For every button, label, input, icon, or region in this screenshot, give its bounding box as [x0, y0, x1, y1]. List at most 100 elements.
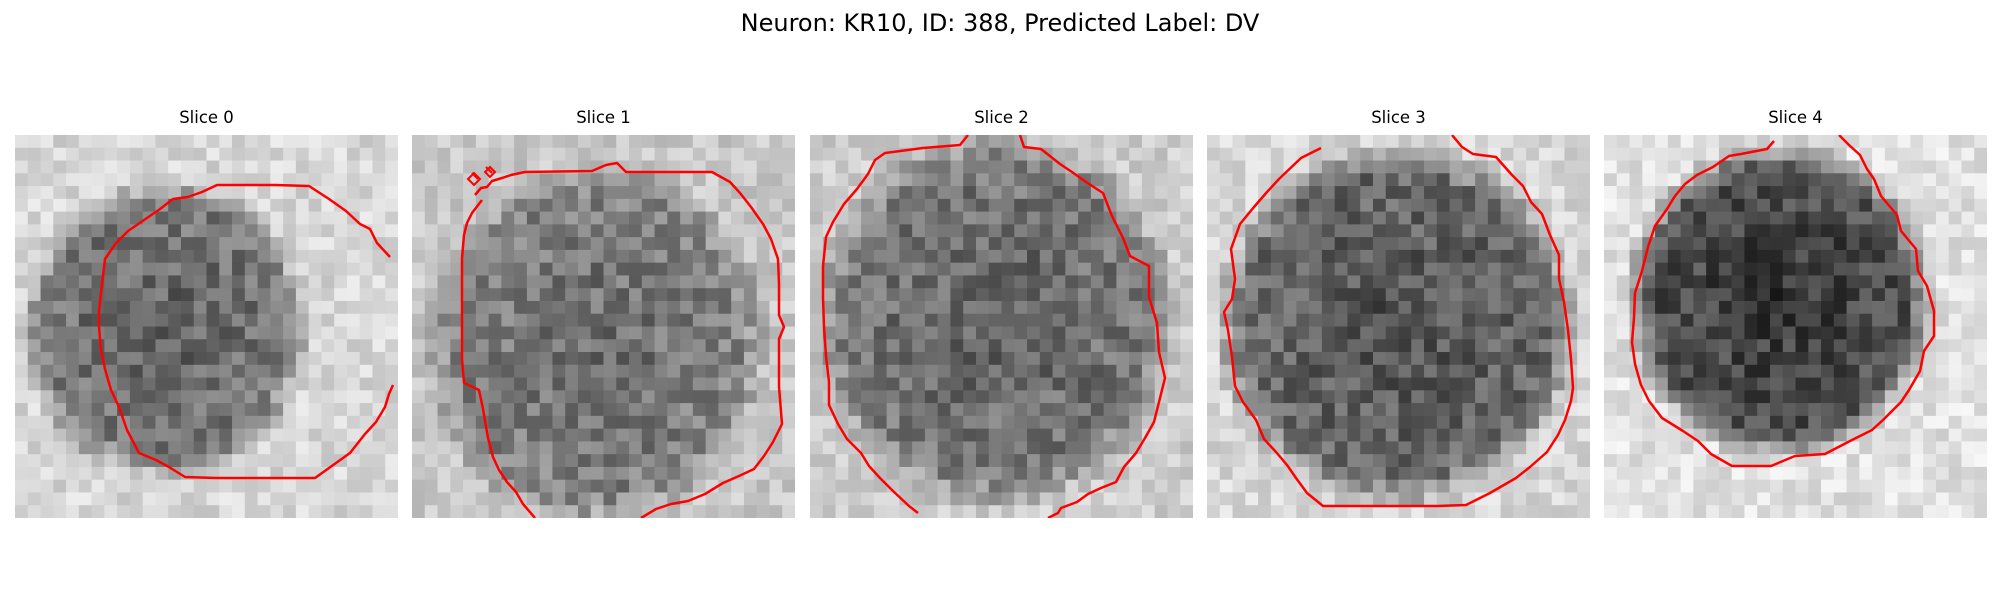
- image-pixel: [1808, 262, 1822, 277]
- image-pixel: [988, 415, 1003, 430]
- image-pixel: [1436, 390, 1451, 404]
- image-pixel: [577, 479, 592, 494]
- image-pixel: [1846, 313, 1860, 328]
- image-pixel: [1604, 198, 1618, 213]
- image-pixel: [629, 492, 643, 506]
- image-pixel: [1667, 135, 1682, 149]
- image-pixel: [27, 415, 42, 430]
- image-pixel: [1948, 377, 1963, 391]
- image-pixel: [1910, 224, 1924, 238]
- image-pixel: [1385, 415, 1400, 430]
- image-pixel: [822, 479, 837, 494]
- image-pixel: [1090, 364, 1105, 379]
- image-pixel: [861, 352, 875, 366]
- image-pixel: [756, 339, 771, 353]
- image-pixel: [168, 147, 182, 162]
- image-pixel: [78, 288, 93, 302]
- image-pixel: [1833, 403, 1848, 417]
- image-pixel: [78, 428, 93, 442]
- image-pixel: [1935, 313, 1950, 328]
- image-pixel: [705, 326, 719, 340]
- image-pixel: [1859, 403, 1873, 417]
- image-pixel: [1551, 326, 1566, 340]
- slice-4-image: [1604, 135, 1987, 518]
- image-pixel: [1757, 173, 1771, 187]
- image-pixel: [924, 339, 939, 353]
- image-pixel: [1500, 237, 1514, 251]
- image-pixel: [168, 352, 182, 366]
- image-pixel: [873, 390, 888, 404]
- image-pixel: [1872, 339, 1886, 353]
- image-pixel: [514, 364, 528, 379]
- image-pixel: [1475, 173, 1489, 187]
- image-pixel: [372, 364, 386, 379]
- image-pixel: [1258, 390, 1272, 404]
- image-pixel: [1436, 403, 1451, 417]
- image-pixel: [129, 262, 144, 277]
- image-pixel: [1706, 224, 1720, 238]
- image-pixel: [308, 300, 322, 315]
- image-pixel: [359, 339, 374, 353]
- image-pixel: [835, 454, 849, 468]
- image-pixel: [219, 364, 233, 379]
- image-pixel: [743, 492, 758, 506]
- image-pixel: [463, 262, 477, 277]
- image-pixel: [1475, 466, 1489, 481]
- image-pixel: [1655, 364, 1669, 379]
- image-pixel: [1795, 441, 1809, 455]
- image-pixel: [1961, 313, 1975, 328]
- image-pixel: [1744, 237, 1758, 251]
- image-pixel: [437, 249, 451, 264]
- image-pixel: [1039, 300, 1054, 315]
- image-pixel: [321, 364, 335, 379]
- image-pixel: [1167, 403, 1181, 417]
- image-pixel: [810, 377, 824, 391]
- image-pixel: [1180, 186, 1193, 200]
- image-pixel: [873, 135, 888, 149]
- image-pixel: [1897, 466, 1911, 481]
- image-pixel: [526, 147, 541, 162]
- image-pixel: [1513, 275, 1527, 289]
- image-pixel: [616, 352, 630, 366]
- image-pixel: [180, 160, 195, 174]
- image-pixel: [1258, 224, 1272, 238]
- image-pixel: [129, 160, 144, 174]
- image-pixel: [193, 249, 208, 264]
- image-pixel: [1757, 160, 1771, 174]
- image-pixel: [1604, 173, 1618, 187]
- image-pixel: [1258, 364, 1272, 379]
- image-pixel: [810, 211, 824, 225]
- image-pixel: [886, 390, 900, 404]
- image-pixel: [731, 288, 745, 302]
- image-pixel: [1884, 479, 1899, 494]
- image-pixel: [308, 428, 322, 442]
- image-pixel: [1385, 492, 1400, 506]
- image-pixel: [66, 147, 80, 162]
- image-pixel: [308, 237, 322, 251]
- image-pixel: [1782, 147, 1797, 162]
- image-pixel: [743, 237, 758, 251]
- image-pixel: [27, 492, 42, 506]
- image-pixel: [1014, 237, 1028, 251]
- image-pixel: [641, 211, 656, 225]
- image-pixel: [104, 224, 118, 238]
- image-pixel: [641, 352, 656, 366]
- image-pixel: [1642, 441, 1656, 455]
- image-pixel: [912, 428, 926, 442]
- image-pixel: [1180, 198, 1193, 213]
- image-pixel: [526, 466, 541, 481]
- image-pixel: [718, 390, 732, 404]
- image-pixel: [1296, 326, 1310, 340]
- image-pixel: [1258, 505, 1272, 518]
- image-pixel: [861, 147, 875, 162]
- image-pixel: [1116, 173, 1130, 187]
- image-pixel: [283, 415, 297, 430]
- image-pixel: [1821, 147, 1835, 162]
- image-pixel: [257, 249, 271, 264]
- image-pixel: [53, 454, 67, 468]
- image-pixel: [641, 262, 656, 277]
- image-pixel: [1270, 415, 1285, 430]
- image-pixel: [321, 390, 335, 404]
- image-pixel: [1001, 441, 1015, 455]
- image-pixel: [988, 364, 1003, 379]
